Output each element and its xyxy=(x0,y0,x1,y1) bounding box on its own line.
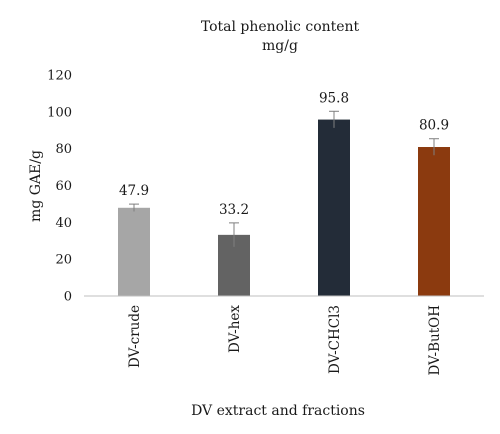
y-tick-label: 40 xyxy=(55,216,72,231)
data-labels: 47.9 33.2 95.8 80.9 xyxy=(119,90,449,218)
category-label: DV-CHCl3 xyxy=(327,305,343,374)
y-axis-label: mg GAE/g xyxy=(28,150,44,222)
y-tick-label: 120 xyxy=(47,69,72,84)
category-label: DV-ButOH xyxy=(427,305,443,376)
bar xyxy=(418,147,450,296)
error-bar xyxy=(329,110,339,128)
error-bar xyxy=(229,222,239,247)
y-tick-label: 20 xyxy=(55,253,72,268)
bar xyxy=(318,119,350,297)
data-label: 47.9 xyxy=(119,183,149,199)
category-labels: DV-crude DV-hex DV-CHCl3 DV-ButOH xyxy=(127,305,443,376)
category-label: DV-crude xyxy=(127,305,143,368)
y-tick-label: 60 xyxy=(55,179,72,194)
data-label: 80.9 xyxy=(419,118,449,134)
category-label: DV-hex xyxy=(227,305,243,353)
data-label: 95.8 xyxy=(319,90,349,106)
y-tick-label: 100 xyxy=(47,105,72,120)
chart-title-line1: Total phenolic content xyxy=(201,19,360,35)
y-tick-label: 80 xyxy=(55,142,72,157)
y-axis-ticks: 0 20 40 60 80 100 120 xyxy=(47,69,72,305)
data-label: 33.2 xyxy=(219,202,249,218)
error-bar xyxy=(429,138,439,156)
y-tick-label: 0 xyxy=(64,290,72,305)
error-bars xyxy=(129,110,439,247)
bars xyxy=(118,119,450,297)
chart-title-line2: mg/g xyxy=(262,38,298,54)
x-axis-label: DV extract and fractions xyxy=(191,403,365,419)
bar xyxy=(118,207,150,296)
error-bar xyxy=(129,203,139,212)
